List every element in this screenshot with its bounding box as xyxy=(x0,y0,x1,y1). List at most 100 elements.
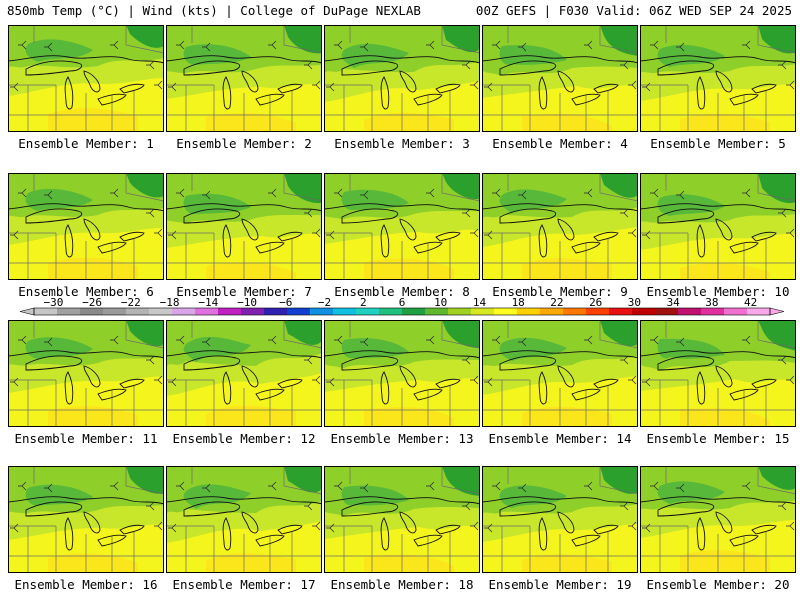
coolest-region xyxy=(442,173,480,200)
wind-barbs xyxy=(642,188,795,240)
warmest-region xyxy=(522,114,612,132)
coolest-region xyxy=(284,466,322,493)
colorbar-tick-label: −22 xyxy=(121,298,141,309)
ensemble-member-label: Ensemble Member: 4 xyxy=(492,136,628,151)
wind-barbs xyxy=(326,335,479,387)
warmest-region xyxy=(48,553,138,573)
ensemble-map xyxy=(482,173,638,280)
cooler-region xyxy=(657,338,725,359)
wind-barbs xyxy=(326,481,479,533)
ensemble-member-label: Ensemble Member: 19 xyxy=(488,577,632,592)
warmest-region xyxy=(364,554,454,573)
colorbar-tick-label: 22 xyxy=(550,298,563,309)
ensemble-member-panel: Ensemble Member: 12 xyxy=(166,320,322,446)
colorbar-segment xyxy=(609,308,633,315)
warmest-region xyxy=(680,263,770,280)
cooler-region xyxy=(183,44,251,65)
colorbar-segment xyxy=(471,308,495,315)
boundary-lines xyxy=(324,466,480,573)
ensemble-map xyxy=(482,320,638,427)
wind-barbs xyxy=(10,40,163,92)
warmest-region xyxy=(206,113,296,132)
colorbar-tick-label: 6 xyxy=(399,298,406,309)
ensemble-map xyxy=(324,173,480,280)
wind-barbs xyxy=(168,40,321,92)
colorbar-tick-label: −18 xyxy=(160,298,180,309)
coastline xyxy=(324,203,480,258)
ensemble-member-panel: Ensemble Member: 18 xyxy=(324,466,480,592)
colorbar-segment xyxy=(149,308,173,315)
ensemble-member-panel: Ensemble Member: 15 xyxy=(640,320,796,446)
ensemble-map xyxy=(166,173,322,280)
wind-barbs xyxy=(10,481,163,533)
map-frame xyxy=(324,25,480,132)
ensemble-member-label: Ensemble Member: 12 xyxy=(172,431,316,446)
coolest-region xyxy=(284,320,322,345)
colorbar-segment xyxy=(724,308,748,315)
coolest-region xyxy=(126,320,164,347)
map-frame xyxy=(640,466,796,573)
wind-barbs xyxy=(484,40,637,92)
boundary-lines xyxy=(640,173,796,280)
cooler-region xyxy=(25,337,93,359)
coastline xyxy=(482,350,638,405)
ensemble-member-label: Ensemble Member: 13 xyxy=(330,431,474,446)
coolest-region xyxy=(758,320,796,351)
warmest-region xyxy=(206,262,296,280)
ensemble-map xyxy=(8,320,164,427)
map-frame xyxy=(482,25,638,132)
colorbar-segment xyxy=(563,308,587,315)
map-frame xyxy=(8,466,164,573)
boundary-lines xyxy=(166,25,322,132)
colorbar-tick-label: 38 xyxy=(705,298,718,309)
cooler-region xyxy=(183,336,251,362)
ensemble-map xyxy=(482,466,638,573)
coolest-region xyxy=(126,173,164,198)
coolest-region xyxy=(442,25,480,53)
boundary-lines xyxy=(166,320,322,427)
warmest-region xyxy=(522,258,612,280)
ensemble-member-label: Ensemble Member: 18 xyxy=(330,577,474,592)
ensemble-member-label: Ensemble Member: 17 xyxy=(172,577,316,592)
ensemble-member-panel: Ensemble Member: 17 xyxy=(166,466,322,592)
boundary-lines xyxy=(324,320,480,427)
temperature-colorbar: −30 −26 −22 −18 −14 −10 −6 −2 2 6 10 14 18 22 26 30 34 38… xyxy=(0,298,800,318)
colorbar-segment xyxy=(701,308,725,315)
warmest-region xyxy=(364,407,454,427)
ensemble-map xyxy=(324,25,480,132)
colorbar-tick-label: 10 xyxy=(434,298,447,309)
wind-barbs xyxy=(168,335,321,387)
ensemble-map xyxy=(166,25,322,132)
ensemble-member-panel: Ensemble Member: 2 xyxy=(166,25,322,151)
cooler-region xyxy=(25,188,93,211)
ensemble-member-label: Ensemble Member: 16 xyxy=(14,577,158,592)
colorbar-tick-label: 14 xyxy=(473,298,487,309)
colorbar-segment xyxy=(310,308,334,315)
colorbar-segment xyxy=(655,308,679,315)
ensemble-member-panel: Ensemble Member: 10 xyxy=(640,173,796,299)
map-frame xyxy=(166,25,322,132)
ensemble-map xyxy=(482,25,638,132)
colorbar-segment xyxy=(494,308,518,315)
ensemble-member-panel: Ensemble Member: 20 xyxy=(640,466,796,592)
boundary-lines xyxy=(482,320,638,427)
ensemble-map xyxy=(8,466,164,573)
ensemble-map xyxy=(166,466,322,573)
ensemble-member-label: Ensemble Member: 15 xyxy=(646,431,790,446)
header-title-right: 00Z GEFS | F030 Valid: 06Z WED SEP 24 20… xyxy=(475,3,792,18)
colorbar-segment xyxy=(678,308,702,315)
warmest-region xyxy=(522,406,612,427)
coastline xyxy=(640,203,796,258)
colorbar-segment xyxy=(172,308,196,315)
colorbar-tick-label: 26 xyxy=(589,298,602,309)
ensemble-member-label: Ensemble Member: 10 xyxy=(646,284,790,299)
colorbar-tick-label: −14 xyxy=(198,298,218,309)
cooler-region xyxy=(341,485,409,506)
wind-barbs xyxy=(484,481,637,533)
colorbar-tick-label: 30 xyxy=(628,298,641,309)
colorbar-tick-label: 2 xyxy=(360,298,367,309)
colorbar-segment xyxy=(540,308,564,315)
map-frame xyxy=(640,25,796,132)
wind-barbs xyxy=(326,188,479,240)
colorbar-segment xyxy=(425,308,449,315)
